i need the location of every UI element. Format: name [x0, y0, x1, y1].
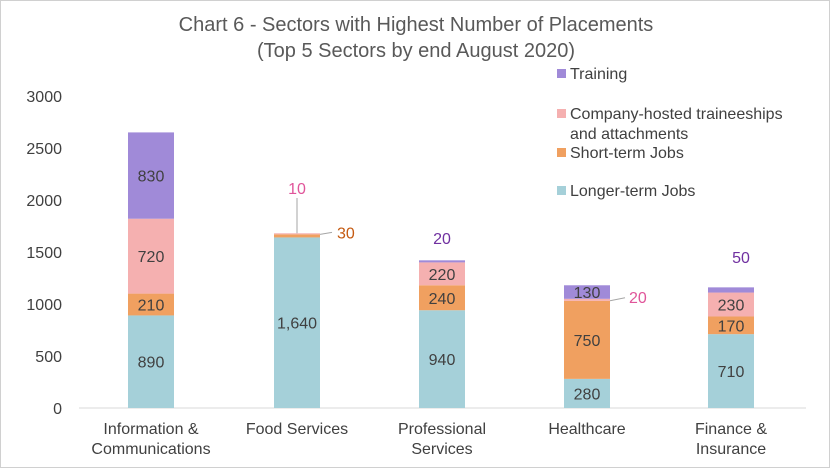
y-tick-label: 1500 [26, 245, 62, 262]
data-label: 170 [718, 318, 745, 335]
x-tick-label: Professional [398, 421, 486, 438]
bar-segment [274, 234, 320, 238]
chart-title: Chart 6 - Sectors with Highest Number of… [178, 14, 654, 36]
bar-segment [564, 300, 610, 379]
x-tick-label: Insurance [696, 441, 766, 458]
bar-segment [708, 316, 754, 335]
legend-entry: Short-term Jobs [570, 145, 684, 162]
x-tick-label: Information & [103, 421, 198, 438]
y-tick-label: 500 [35, 349, 62, 366]
y-tick-label: 2500 [26, 141, 62, 158]
bar-segment [128, 218, 174, 294]
label-leader-line [609, 297, 626, 302]
data-label: 720 [138, 249, 165, 266]
bar-segment [708, 287, 754, 293]
data-label: 750 [574, 333, 601, 350]
bar-segment [708, 292, 754, 317]
bar-segment [708, 334, 754, 408]
legend-entry: and attachments [570, 126, 688, 143]
data-label: 240 [429, 291, 456, 308]
data-label: 10 [288, 181, 306, 198]
data-label: 940 [429, 352, 456, 369]
x-tick-label: Communications [91, 441, 210, 458]
data-label: 280 [574, 386, 601, 403]
data-label: 220 [429, 267, 456, 284]
data-label: 830 [138, 169, 165, 186]
data-label: 230 [718, 298, 745, 315]
legend-entry: Company-hosted traineeships [570, 106, 783, 123]
bar-segment [419, 310, 465, 408]
label-leader-line [319, 231, 333, 235]
x-tick-label: Finance & [695, 421, 767, 438]
bar-segment [419, 260, 465, 263]
x-tick-label: Food Services [246, 421, 348, 438]
bar-segment [128, 293, 174, 316]
data-label: 30 [337, 225, 355, 242]
y-tick-label: 3000 [26, 89, 62, 106]
data-label: 130 [574, 285, 601, 302]
legend-entry: Longer-term Jobs [570, 183, 695, 200]
legend-swatch [557, 186, 566, 195]
bar-segment [419, 285, 465, 311]
bar-segment [274, 237, 320, 408]
data-label: 20 [433, 231, 451, 248]
data-label: 1,640 [277, 316, 317, 333]
bar-segment [128, 132, 174, 219]
bar-segment [564, 298, 610, 301]
y-tick-label: 1000 [26, 297, 62, 314]
data-label: 50 [732, 250, 750, 267]
data-label: 890 [138, 355, 165, 372]
x-tick-label: Services [411, 441, 472, 458]
y-tick-label: 2000 [26, 193, 62, 210]
bar-segment [564, 285, 610, 299]
bar-segment [274, 233, 320, 235]
bar-segment [128, 315, 174, 408]
legend-swatch [557, 69, 566, 78]
legend-entry: Training [570, 66, 627, 83]
legend-swatch [557, 148, 566, 157]
data-label: 210 [138, 298, 165, 315]
data-label: 20 [629, 290, 647, 307]
chart-subtitle: (Top 5 Sectors by end August 2020) [257, 40, 575, 62]
x-tick-label: Healthcare [548, 421, 625, 438]
bar-segment [419, 262, 465, 286]
bar-segment [564, 378, 610, 408]
legend-swatch [557, 109, 566, 118]
y-tick-label: 0 [53, 401, 62, 418]
data-label: 710 [718, 364, 745, 381]
